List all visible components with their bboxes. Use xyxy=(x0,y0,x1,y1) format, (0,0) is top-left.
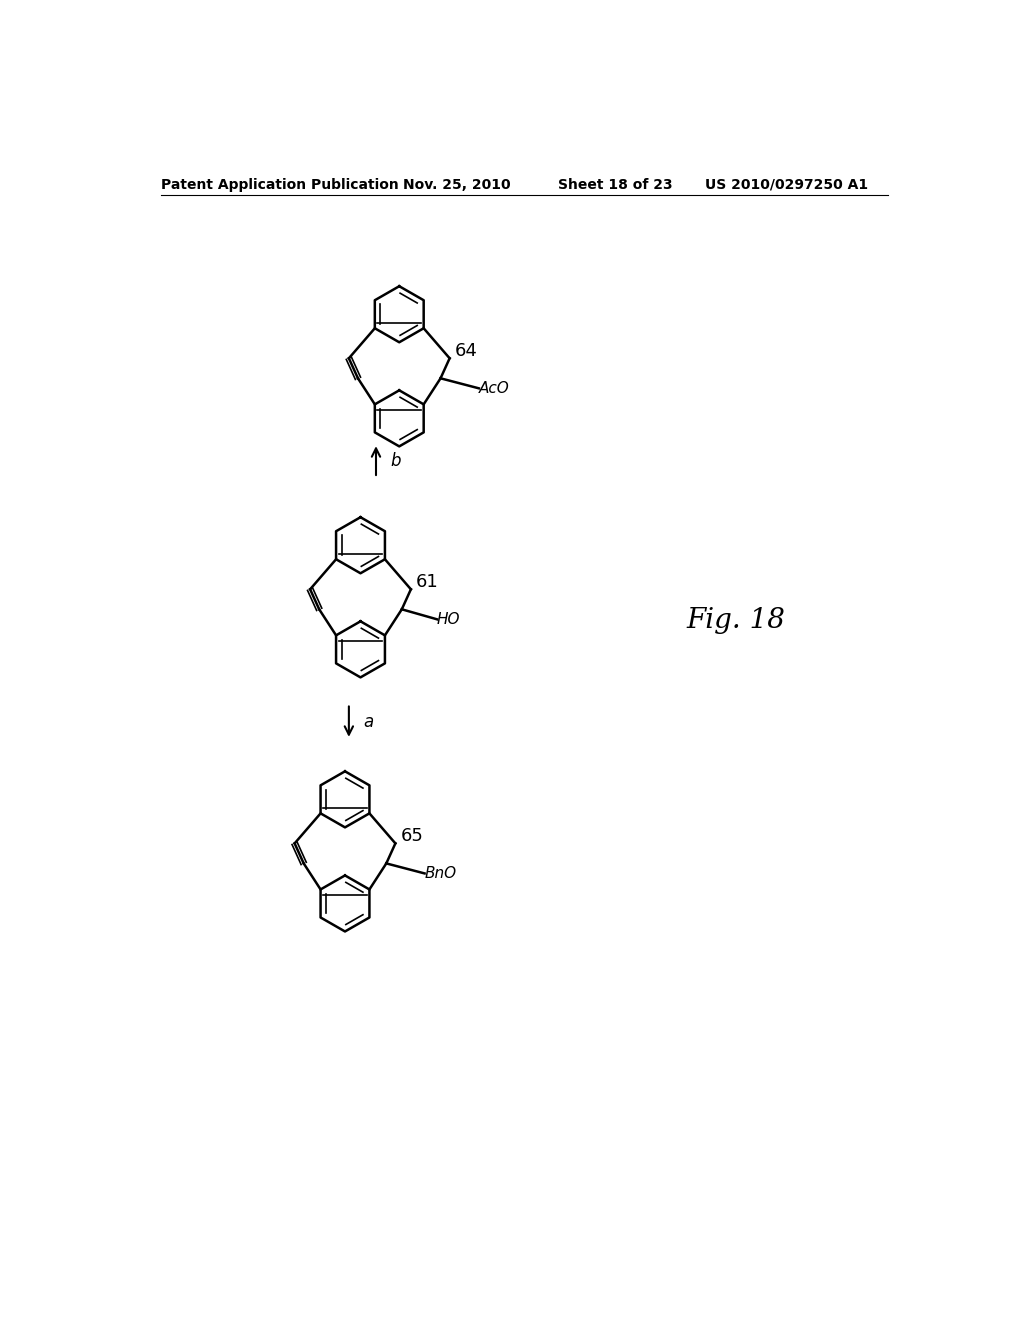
Text: US 2010/0297250 A1: US 2010/0297250 A1 xyxy=(706,178,868,191)
Text: BnO: BnO xyxy=(425,866,457,880)
Text: HO: HO xyxy=(437,612,461,627)
Text: 65: 65 xyxy=(400,828,423,845)
Text: AcO: AcO xyxy=(479,381,510,396)
Text: 64: 64 xyxy=(455,342,477,360)
Text: Fig. 18: Fig. 18 xyxy=(686,607,784,634)
Text: Nov. 25, 2010: Nov. 25, 2010 xyxy=(403,178,511,191)
Text: b: b xyxy=(390,451,400,470)
Text: 61: 61 xyxy=(416,573,438,591)
Text: Sheet 18 of 23: Sheet 18 of 23 xyxy=(558,178,673,191)
Text: Patent Application Publication: Patent Application Publication xyxy=(161,178,398,191)
Text: a: a xyxy=(362,713,373,731)
